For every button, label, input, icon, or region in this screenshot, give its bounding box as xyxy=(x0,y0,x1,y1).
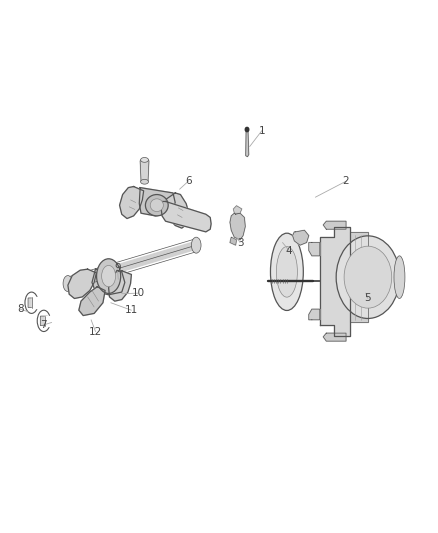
Text: 3: 3 xyxy=(237,238,244,247)
Text: 2: 2 xyxy=(343,176,350,186)
Ellipse shape xyxy=(270,233,304,310)
Ellipse shape xyxy=(96,259,120,293)
Polygon shape xyxy=(68,269,96,298)
Polygon shape xyxy=(139,188,175,216)
Polygon shape xyxy=(320,227,350,336)
Polygon shape xyxy=(32,297,39,308)
Ellipse shape xyxy=(191,237,201,253)
Text: 6: 6 xyxy=(185,176,192,186)
Polygon shape xyxy=(293,230,309,245)
Polygon shape xyxy=(120,187,144,219)
Ellipse shape xyxy=(145,195,168,216)
Polygon shape xyxy=(109,271,131,301)
Ellipse shape xyxy=(63,276,73,292)
Text: 4: 4 xyxy=(286,246,293,255)
Polygon shape xyxy=(246,128,249,157)
Polygon shape xyxy=(309,243,320,256)
Polygon shape xyxy=(165,193,189,228)
Text: 1: 1 xyxy=(258,126,265,135)
Circle shape xyxy=(245,127,249,132)
FancyBboxPatch shape xyxy=(40,316,48,326)
Text: 9: 9 xyxy=(114,263,121,272)
Text: 5: 5 xyxy=(364,294,371,303)
Polygon shape xyxy=(233,206,242,213)
Polygon shape xyxy=(161,201,211,232)
Polygon shape xyxy=(323,221,346,229)
Ellipse shape xyxy=(150,199,163,212)
Polygon shape xyxy=(45,316,53,326)
Ellipse shape xyxy=(336,236,399,318)
Polygon shape xyxy=(323,333,346,341)
Polygon shape xyxy=(92,269,125,295)
Polygon shape xyxy=(230,237,237,245)
Ellipse shape xyxy=(141,179,148,184)
Text: 7: 7 xyxy=(39,320,46,330)
Ellipse shape xyxy=(141,158,148,163)
Ellipse shape xyxy=(102,265,116,287)
Polygon shape xyxy=(79,287,105,316)
Text: 8: 8 xyxy=(17,304,24,314)
Text: 11: 11 xyxy=(125,305,138,315)
Polygon shape xyxy=(140,160,149,182)
Polygon shape xyxy=(309,309,320,320)
Ellipse shape xyxy=(344,246,392,308)
FancyBboxPatch shape xyxy=(28,298,35,308)
Text: 10: 10 xyxy=(131,288,145,298)
Polygon shape xyxy=(350,232,368,322)
Ellipse shape xyxy=(276,246,297,297)
Ellipse shape xyxy=(394,256,405,298)
Text: 12: 12 xyxy=(89,327,102,336)
Polygon shape xyxy=(230,213,245,240)
